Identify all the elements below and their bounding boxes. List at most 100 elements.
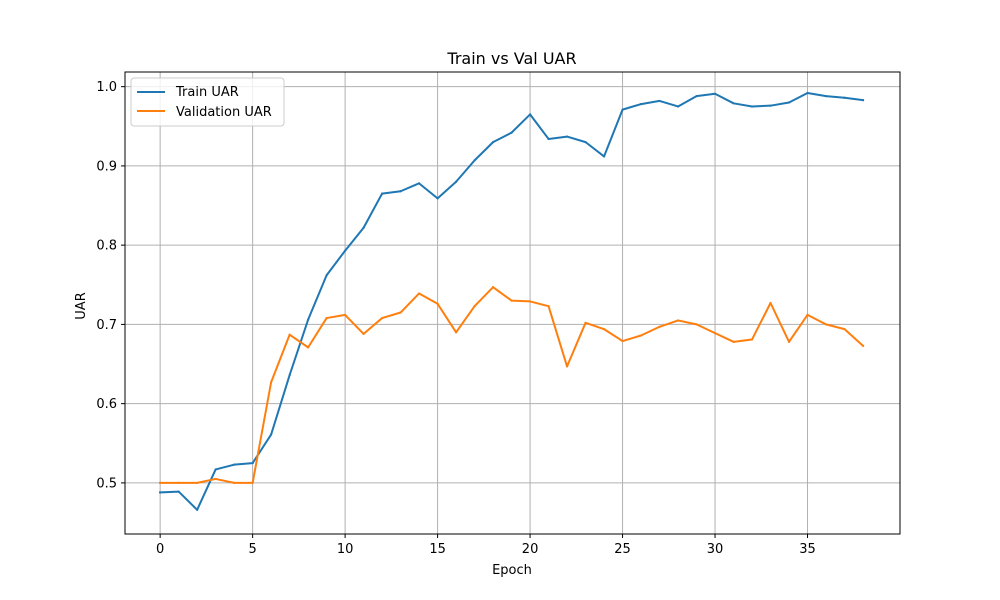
validation-point bbox=[510, 299, 513, 302]
validation-point bbox=[325, 316, 328, 320]
train-point bbox=[159, 491, 162, 494]
train-point bbox=[639, 102, 643, 106]
x-tick-label: 25 bbox=[614, 542, 631, 557]
validation-point bbox=[676, 319, 680, 322]
validation-point bbox=[584, 321, 587, 324]
train-point bbox=[547, 137, 550, 141]
y-tick-label: 0.9 bbox=[96, 159, 117, 174]
validation-point bbox=[288, 333, 291, 336]
y-tick-label: 0.8 bbox=[96, 239, 117, 254]
x-tick-label: 20 bbox=[522, 542, 539, 557]
validation-point bbox=[177, 481, 180, 484]
train-point bbox=[676, 105, 680, 108]
train-point bbox=[824, 95, 828, 98]
validation-point bbox=[196, 481, 199, 484]
train-point bbox=[454, 180, 458, 183]
validation-point bbox=[695, 323, 698, 326]
series-layer bbox=[159, 91, 865, 511]
x-tick-label: 15 bbox=[429, 542, 446, 557]
train-point bbox=[436, 197, 439, 200]
y-tick-label: 1.0 bbox=[96, 80, 117, 95]
train-point bbox=[214, 468, 217, 471]
train-point bbox=[417, 182, 421, 185]
x-tick-label: 10 bbox=[337, 542, 354, 557]
validation-point bbox=[473, 305, 476, 308]
y-tick-label: 0.5 bbox=[96, 476, 117, 491]
validation-point bbox=[824, 323, 828, 326]
train-point bbox=[196, 508, 199, 511]
validation-point bbox=[362, 332, 365, 336]
validation-point bbox=[750, 338, 754, 341]
train-point bbox=[528, 113, 532, 116]
validation-point bbox=[417, 292, 421, 295]
validation-point bbox=[436, 302, 439, 305]
legend-box bbox=[130, 77, 285, 127]
train-point bbox=[491, 141, 495, 144]
train-point bbox=[861, 99, 865, 102]
train-point bbox=[473, 159, 476, 162]
chart-title: Train vs Val UAR bbox=[446, 49, 576, 68]
validation-point bbox=[713, 332, 717, 335]
legend: Train UAR Validation UAR bbox=[130, 77, 285, 127]
y-axis-label: UAR bbox=[74, 292, 89, 319]
legend-label-validation: Validation UAR bbox=[176, 105, 272, 120]
train-point bbox=[602, 155, 606, 158]
train-point bbox=[695, 95, 698, 98]
train-point bbox=[325, 274, 328, 277]
x-tick-label: 0 bbox=[156, 542, 164, 557]
x-axis-label: Epoch bbox=[492, 563, 532, 578]
train-point bbox=[750, 105, 754, 108]
validation-point bbox=[565, 365, 569, 368]
train-point bbox=[732, 102, 735, 105]
validation-point bbox=[658, 325, 661, 328]
validation-point bbox=[233, 481, 236, 484]
validation-point bbox=[861, 344, 865, 347]
validation-point bbox=[732, 340, 735, 343]
train-point bbox=[806, 91, 809, 95]
train-point bbox=[584, 141, 587, 144]
validation-point bbox=[787, 340, 791, 343]
validation-point bbox=[769, 301, 772, 305]
train-point bbox=[769, 104, 772, 107]
validation-point bbox=[806, 313, 809, 316]
train-point bbox=[270, 433, 273, 436]
train-point bbox=[399, 190, 402, 193]
validation-point bbox=[621, 339, 624, 343]
validation-point bbox=[843, 328, 846, 331]
y-tick-label: 0.7 bbox=[96, 318, 117, 333]
plot-area-frame bbox=[124, 71, 901, 535]
validation-point bbox=[307, 346, 310, 349]
validation-point bbox=[547, 305, 550, 308]
validation-point bbox=[454, 331, 458, 334]
grid bbox=[125, 72, 900, 534]
train-point bbox=[288, 374, 291, 377]
validation-point bbox=[602, 328, 606, 331]
x-tick-label: 5 bbox=[248, 542, 256, 557]
validation-point bbox=[270, 381, 273, 384]
x-tick-label: 35 bbox=[799, 542, 816, 557]
train-point bbox=[362, 226, 365, 229]
validation-point bbox=[344, 313, 347, 316]
validation-point bbox=[399, 311, 402, 314]
train-point bbox=[658, 99, 661, 103]
validation-point bbox=[528, 300, 532, 303]
train-point bbox=[510, 131, 513, 134]
train-point bbox=[381, 192, 384, 195]
train-point bbox=[565, 135, 569, 138]
y-tick-label: 0.6 bbox=[96, 397, 117, 412]
validation-point bbox=[491, 286, 495, 289]
ticks: 0 5 10 15 20 25 30 35 0.5 0.6 0.7 0.8 0.9 1.0 bbox=[96, 80, 815, 557]
validation-point bbox=[639, 334, 643, 337]
x-tick-label: 30 bbox=[707, 542, 724, 557]
train-point bbox=[787, 101, 791, 104]
train-point bbox=[621, 108, 624, 111]
train-point bbox=[344, 249, 347, 252]
train-point bbox=[177, 490, 180, 493]
train-point bbox=[713, 92, 717, 95]
train-point bbox=[307, 318, 310, 321]
train-point bbox=[251, 461, 254, 465]
validation-point bbox=[251, 481, 254, 484]
validation-point bbox=[159, 481, 162, 484]
validation-point bbox=[381, 316, 384, 320]
